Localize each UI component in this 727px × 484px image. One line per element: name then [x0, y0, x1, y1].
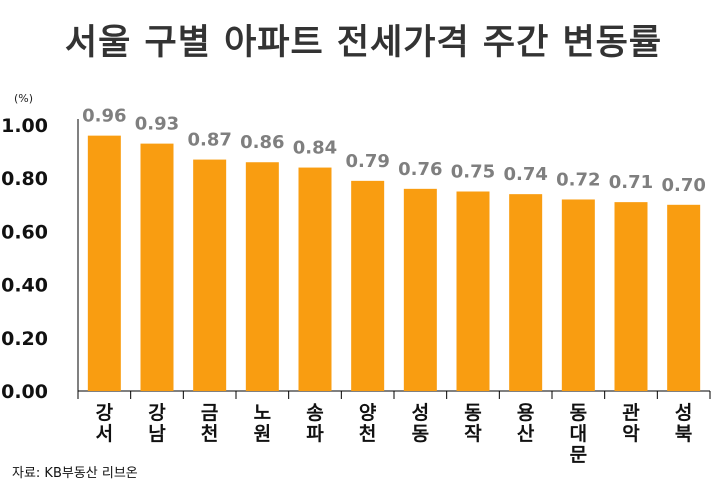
x-category-char: 동: [570, 402, 587, 424]
y-tick-label: 0.40: [1, 275, 48, 297]
source-note: 자료: KB부동산 리브온: [12, 466, 138, 481]
data-label: 0.74: [503, 164, 547, 185]
x-category-char: 문: [570, 444, 587, 466]
data-label: 0.76: [398, 159, 442, 180]
y-unit-label: (%): [14, 92, 34, 105]
data-label: 0.72: [556, 169, 600, 190]
data-label: 0.86: [240, 132, 284, 153]
bar: [87, 135, 121, 391]
x-category-char: 강: [96, 402, 114, 424]
x-category-char: 산: [517, 423, 535, 445]
y-tick-label: 0.80: [1, 168, 48, 190]
x-category-char: 동: [412, 423, 429, 445]
x-category-char: 파: [306, 423, 324, 445]
data-label: 0.84: [293, 138, 337, 159]
bar: [614, 202, 648, 391]
bar: [667, 204, 701, 391]
x-category-char: 관: [622, 402, 640, 424]
data-label: 0.96: [82, 106, 126, 127]
x-category-char: 금: [201, 402, 218, 424]
bar: [245, 162, 279, 391]
bar: [403, 188, 437, 391]
data-label: 0.79: [345, 151, 389, 172]
x-category-char: 대: [570, 423, 587, 445]
bar: [509, 194, 543, 391]
x-category-char: 성: [412, 402, 429, 424]
data-label: 0.87: [187, 130, 231, 151]
y-tick-label: 0.60: [1, 221, 48, 243]
x-category-char: 천: [359, 423, 376, 445]
x-category-char: 원: [254, 423, 271, 445]
data-label: 0.70: [661, 175, 705, 196]
x-category-char: 서: [96, 423, 113, 445]
x-category-char: 양: [359, 402, 377, 424]
chart-title: 서울 구별 아파트 전세가격 주간 변동률: [64, 23, 663, 63]
x-category-char: 용: [517, 402, 534, 424]
bar: [140, 143, 174, 391]
bar: [351, 180, 385, 391]
bar: [561, 199, 595, 391]
data-label: 0.71: [609, 172, 653, 193]
bar: [193, 159, 227, 391]
x-category-char: 성: [675, 402, 692, 424]
data-label: 0.93: [135, 114, 179, 135]
data-label: 0.75: [451, 162, 495, 183]
x-category-char: 강: [148, 402, 166, 424]
x-category-char: 작: [464, 423, 482, 445]
x-category-char: 남: [148, 423, 166, 445]
y-tick-label: 0.20: [1, 328, 48, 350]
x-category-char: 악: [622, 423, 640, 445]
y-tick-label: 1.00: [1, 115, 48, 137]
x-category-char: 북: [675, 423, 692, 445]
x-category-char: 노: [254, 402, 271, 424]
x-category-char: 송: [306, 402, 323, 424]
y-tick-label: 0.00: [1, 381, 48, 403]
bar: [456, 191, 490, 391]
bar: [298, 167, 332, 391]
x-category-char: 천: [201, 423, 218, 445]
x-category-char: 동: [464, 402, 481, 424]
